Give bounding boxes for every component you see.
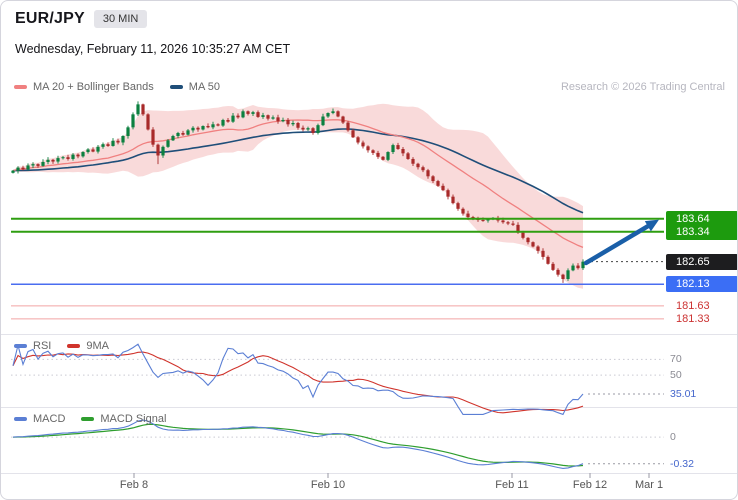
- rsi-line: [12, 343, 584, 416]
- x-label-1: Feb 10: [310, 479, 346, 491]
- ma20-line: [12, 119, 584, 249]
- chart-datetime: Wednesday, February 11, 2026 10:35:27 AM…: [15, 42, 291, 56]
- price-legend: MA 20 + Bollinger Bands MA 50: [14, 81, 220, 93]
- level-badge-3: 182.13: [666, 276, 737, 293]
- rsi-9ma-swatch-icon: [67, 344, 81, 348]
- ma20-bollinger-label: MA 20 + Bollinger Bands: [33, 81, 154, 93]
- rsi-legend: RSI 9MA: [14, 340, 109, 352]
- rsi-grid-label-0: 70: [670, 353, 682, 366]
- macd-signal-swatch-icon: [81, 417, 95, 421]
- rsi-swatch-icon: [14, 344, 27, 348]
- macd-gridlines: [11, 436, 664, 465]
- legend-item-rsi: RSI: [14, 340, 51, 352]
- macd-grid-label-0: 0: [670, 431, 676, 444]
- ma20-bollinger-swatch-icon: [14, 85, 27, 89]
- price-levels: [11, 217, 664, 320]
- legend-item-rsi-9ma: 9MA: [67, 340, 109, 352]
- macd-legend: MACD MACD Signal: [14, 413, 166, 425]
- x-axis-ticks: [133, 473, 650, 478]
- legend-item-macd-signal: MACD Signal: [81, 413, 166, 425]
- panel-dividers: [1, 334, 737, 474]
- symbol-title: EUR/JPY: [15, 10, 85, 27]
- ma50-label: MA 50: [188, 81, 220, 93]
- trend-arrow: [583, 219, 659, 266]
- macd-swatch-icon: [14, 417, 27, 421]
- research-credit: Research © 2026 Trading Central: [560, 81, 725, 93]
- macd-signal-label: MACD Signal: [100, 413, 167, 425]
- rsi-value-label: 35.01: [670, 388, 697, 400]
- legend-item-ma50: MA 50: [169, 81, 220, 93]
- legend-item-ma20-bollinger: MA 20 + Bollinger Bands: [14, 81, 154, 93]
- x-label-0: Feb 8: [119, 479, 149, 491]
- x-label-2: Feb 11: [495, 479, 529, 491]
- rsi-grid-label-1: 50: [670, 369, 682, 382]
- x-label-3: Feb 12: [572, 479, 608, 491]
- timeframe-badge: 30 MIN: [93, 10, 148, 28]
- level-badge-1: 183.34: [666, 223, 737, 240]
- bollinger-band: [13, 103, 583, 289]
- macd-value-label: -0.32: [670, 457, 694, 470]
- legend-item-macd: MACD: [14, 413, 65, 425]
- macd-line: [12, 419, 584, 469]
- level-badge-5: 181.33: [676, 312, 710, 325]
- level-badge-2: 182.65: [666, 253, 737, 270]
- level-badge-4: 181.63: [676, 299, 710, 312]
- ma50-swatch-icon: [169, 85, 183, 89]
- level-badge-0: 183.64: [666, 210, 737, 227]
- rsi-label: RSI: [33, 340, 52, 352]
- header: EUR/JPY 30 MIN: [15, 10, 148, 28]
- rsi-gridlines: [11, 358, 664, 395]
- macd-label: MACD: [33, 413, 66, 425]
- ma50-line: [12, 128, 584, 214]
- candles: [11, 101, 585, 283]
- rsi-ma-line: [12, 351, 584, 414]
- rsi-9ma-label: 9MA: [86, 340, 109, 352]
- macd-signal-line: [12, 423, 584, 467]
- x-label-4: Mar 1: [634, 479, 664, 491]
